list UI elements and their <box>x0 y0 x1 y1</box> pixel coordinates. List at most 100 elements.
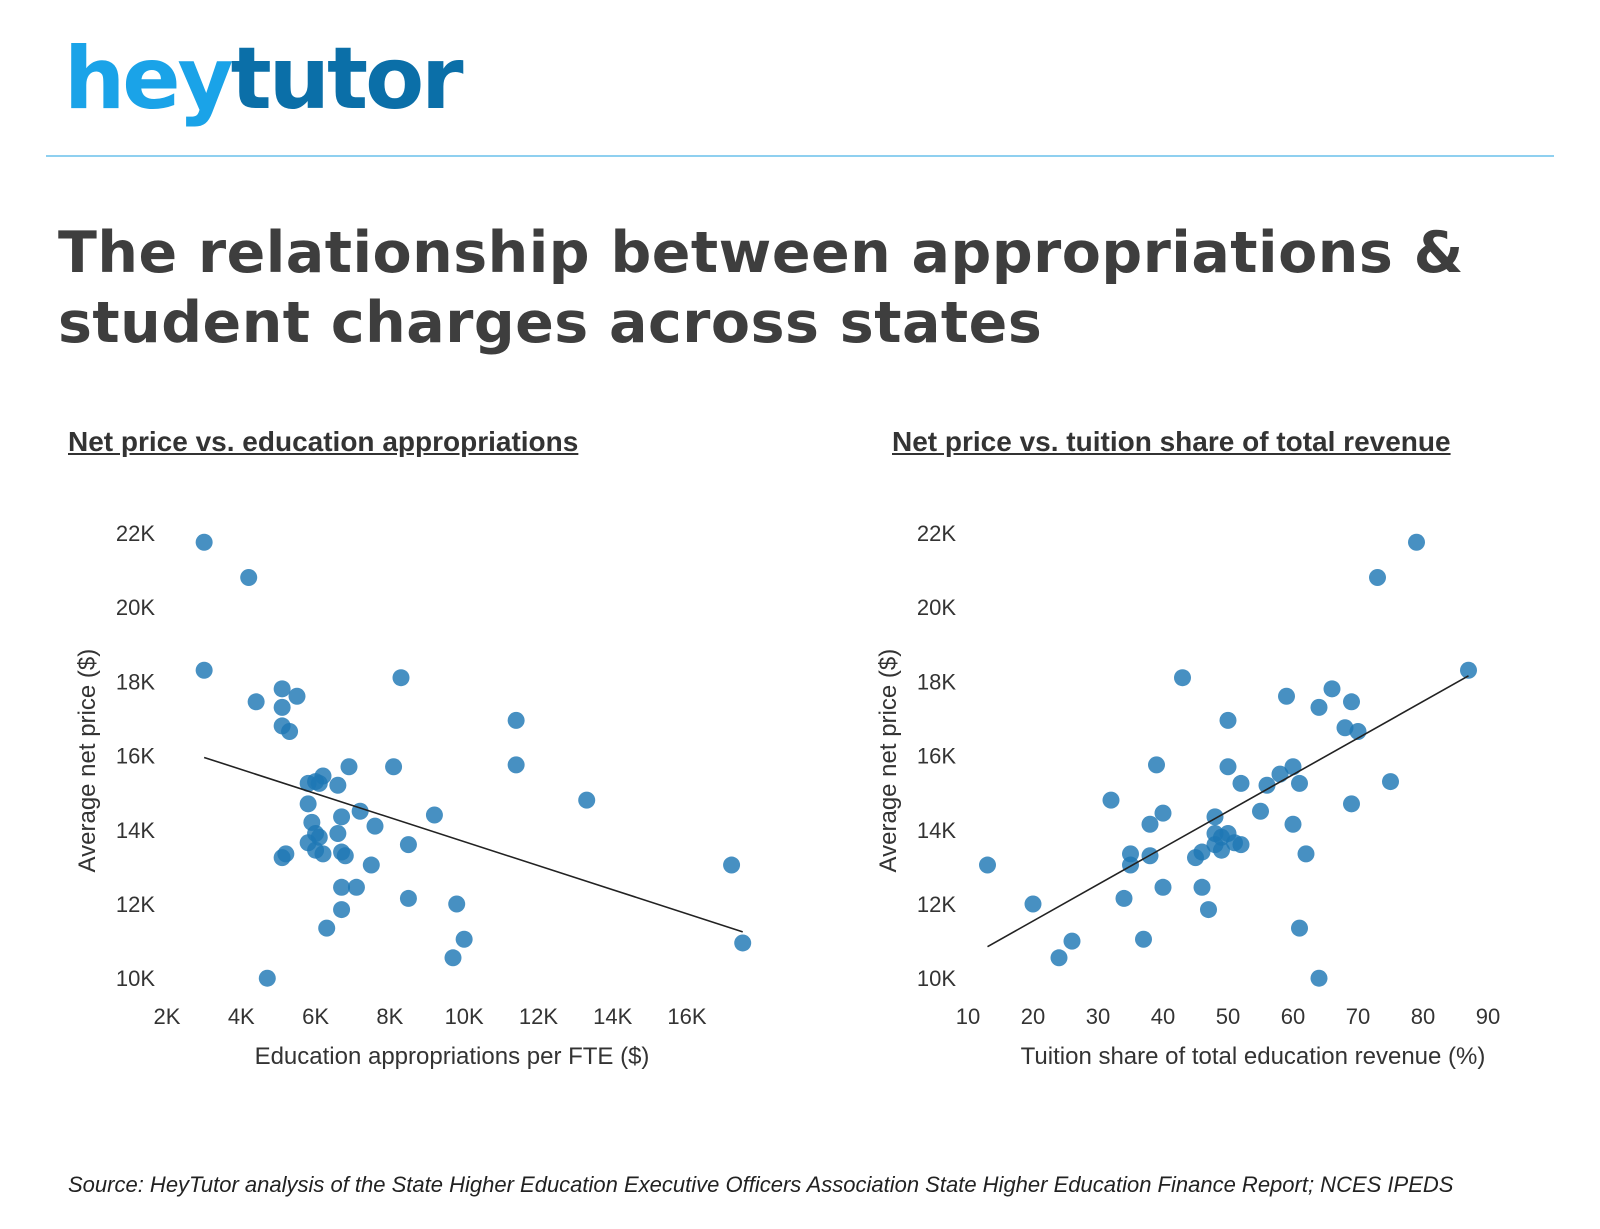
scatter-point <box>1310 969 1328 987</box>
scatter-point <box>455 930 473 948</box>
scatter-point <box>448 895 466 913</box>
y-tick-label: 22K <box>917 521 956 546</box>
scatter-point <box>1219 758 1237 776</box>
scatter-point <box>1187 849 1204 867</box>
y-tick-label: 22K <box>116 521 155 546</box>
logo-tutor-text: tutor <box>230 29 464 129</box>
y-tick-label: 16K <box>116 744 155 769</box>
scatter-point <box>240 569 258 587</box>
scatter-point <box>1343 795 1360 813</box>
y-tick-label: 14K <box>917 818 956 843</box>
y-tick-label: 20K <box>917 595 956 620</box>
chart-tuition-share-scatter: 10K 12K 14K 16K 18K 20K 22K 10 20 30 40 50 60 70 80 90 T… <box>875 521 1500 1070</box>
y-tick-label: 18K <box>116 669 155 694</box>
scatter-point <box>1219 711 1237 729</box>
x-tick-label: 30 <box>1086 1004 1110 1029</box>
scatter-point <box>444 949 462 967</box>
scatter-point <box>1369 569 1386 587</box>
x-tick-label: 20 <box>1021 1004 1045 1029</box>
scatter-point <box>1148 756 1165 774</box>
x-tick-label: 60 <box>1281 1004 1305 1029</box>
scatter-point <box>507 756 525 774</box>
x-tick-label: 40 <box>1151 1004 1175 1029</box>
y-axis-label: Average net price ($) <box>74 649 101 873</box>
trendline <box>987 675 1469 948</box>
chart2-title: Net price vs. tuition share of total rev… <box>892 426 1451 457</box>
scatter-point <box>1102 791 1120 809</box>
scatter-point <box>1174 669 1191 687</box>
x-tick-label: 4K <box>228 1004 255 1029</box>
scatter-point <box>258 969 276 987</box>
scatter-point <box>723 856 741 874</box>
logo-hey-text: hey <box>64 29 234 129</box>
scatter-point <box>1141 815 1159 833</box>
scatter-point <box>1297 845 1315 863</box>
scatter-point <box>1063 932 1081 950</box>
scatter-point <box>329 776 347 794</box>
scatter-point <box>1024 895 1042 913</box>
y-tick-label: 10K <box>116 966 155 991</box>
trendline <box>203 756 743 933</box>
scatter-point <box>1115 889 1133 907</box>
scatter-point <box>385 758 403 776</box>
scatter-point <box>1408 533 1425 551</box>
y-tick-label: 18K <box>917 669 956 694</box>
scatter-point <box>1284 758 1302 776</box>
scatter-point <box>318 919 336 937</box>
scatter-point <box>979 856 996 874</box>
scatter-point <box>273 698 291 716</box>
x-tick-label: 90 <box>1476 1004 1500 1029</box>
scatter-point <box>1213 841 1230 859</box>
x-tick-label: 80 <box>1411 1004 1435 1029</box>
scatter-point <box>1252 802 1269 820</box>
scatter-point <box>1310 698 1328 716</box>
scatter-point <box>507 711 525 729</box>
x-tick-label: 8K <box>376 1004 403 1029</box>
scatter-point <box>247 693 265 711</box>
x-tick-label: 6K <box>302 1004 329 1029</box>
scatter-point <box>299 795 317 813</box>
scatter-point <box>333 808 351 826</box>
x-axis-label: Tuition share of total education revenue… <box>1021 1043 1486 1070</box>
scatter-point <box>399 889 417 907</box>
x-tick-label: 14K <box>593 1004 632 1029</box>
x-tick-label: 2K <box>154 1004 181 1029</box>
scatter-point <box>1291 919 1308 937</box>
scatter-point <box>1154 804 1172 822</box>
scatter-point <box>273 680 291 698</box>
scatter-point <box>195 661 213 679</box>
y-tick-label: 16K <box>917 744 956 769</box>
chart-appropriations-scatter: 10K 12K 14K 16K 18K 20K 22K 2K 4K 6K 8K 10K 12K 14K 16… <box>74 521 752 1070</box>
scatter-point <box>1200 901 1217 919</box>
y-tick-label: 14K <box>116 818 155 843</box>
x-axis-label: Education appropriations per FTE ($) <box>255 1043 650 1070</box>
scatter-point <box>1122 856 1139 874</box>
y-tick-label: 20K <box>116 595 155 620</box>
scatter-point <box>1336 719 1354 737</box>
scatter-point <box>399 836 417 854</box>
scatter-point <box>1284 815 1302 833</box>
y-tick-label: 12K <box>116 892 155 917</box>
header-divider <box>46 155 1554 157</box>
scatter-point <box>314 845 332 863</box>
x-tick-label: 10K <box>445 1004 484 1029</box>
x-tick-label: 10 <box>956 1004 980 1029</box>
scatter-point <box>333 901 351 919</box>
scatter-point <box>336 847 354 865</box>
y-axis-label: Average net price ($) <box>875 649 902 873</box>
heytutor-logo: heytutor <box>64 36 464 122</box>
scatter-point <box>333 878 351 896</box>
scatter-point <box>1343 693 1360 711</box>
scatter-point <box>1154 878 1172 896</box>
scatter-point <box>425 806 443 824</box>
scatter-point <box>1050 949 1068 967</box>
scatter-point <box>1323 680 1341 698</box>
scatter-point <box>1460 661 1477 679</box>
scatter-point <box>314 767 332 785</box>
x-tick-label: 50 <box>1216 1004 1240 1029</box>
x-tick-label: 16K <box>667 1004 706 1029</box>
scatter-point <box>1193 878 1211 896</box>
scatter-point <box>340 758 358 776</box>
y-tick-label: 10K <box>917 966 956 991</box>
page-title: The relationship between appropriations … <box>58 220 1464 356</box>
